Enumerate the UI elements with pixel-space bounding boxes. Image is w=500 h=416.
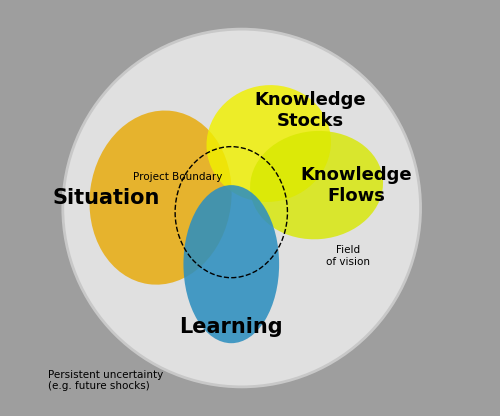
Ellipse shape: [206, 85, 331, 202]
Ellipse shape: [90, 111, 232, 285]
Text: Field
of vision: Field of vision: [326, 245, 370, 267]
Ellipse shape: [250, 131, 383, 239]
Text: Persistent uncertainty
(e.g. future shocks): Persistent uncertainty (e.g. future shoc…: [48, 370, 164, 391]
Ellipse shape: [184, 185, 279, 343]
Text: Situation: Situation: [53, 188, 160, 208]
Text: Learning: Learning: [180, 317, 283, 337]
Text: Knowledge
Flows: Knowledge Flows: [300, 166, 412, 205]
Text: Project Boundary: Project Boundary: [132, 172, 222, 182]
Circle shape: [63, 29, 420, 387]
Text: Knowledge
Stocks: Knowledge Stocks: [254, 91, 366, 130]
